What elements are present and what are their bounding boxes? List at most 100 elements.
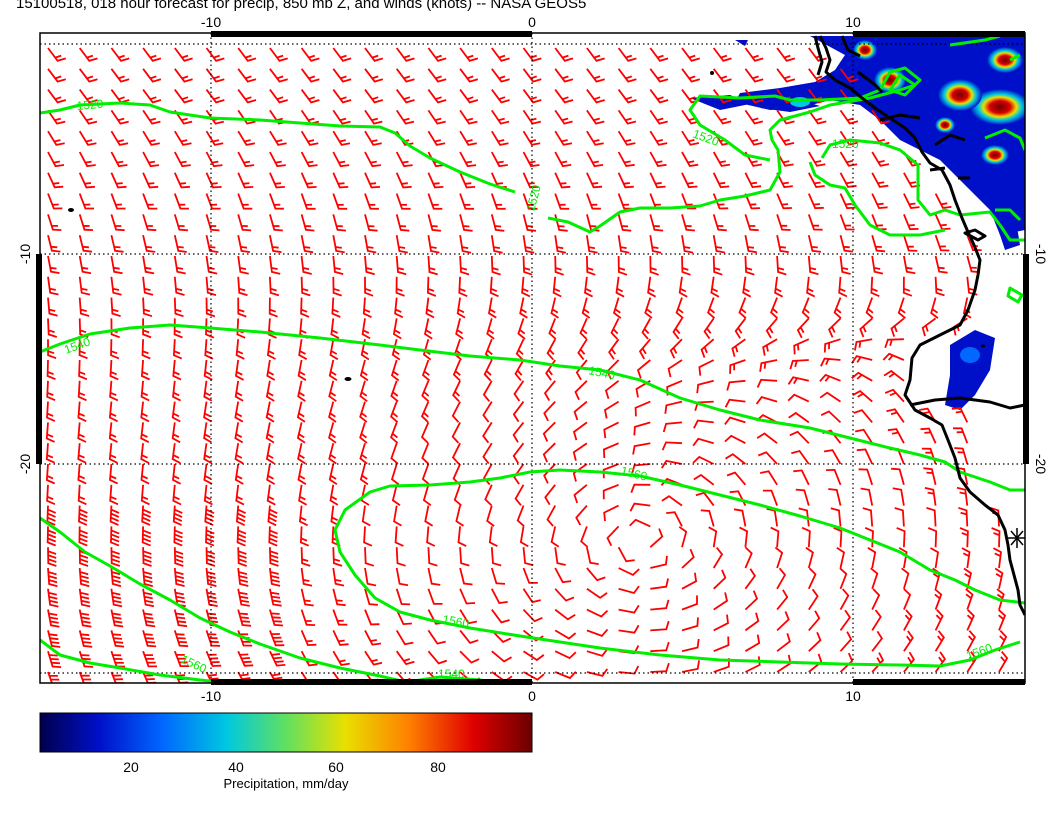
contour-label: 1520	[691, 127, 721, 149]
wind-barb	[142, 130, 160, 146]
wind-barb	[300, 193, 316, 210]
wind-barb	[172, 484, 182, 506]
wind-barb	[110, 671, 125, 683]
wind-barb	[205, 588, 218, 607]
wind-barb	[807, 234, 822, 253]
wind-barb	[205, 630, 221, 647]
wind-barb	[459, 547, 470, 567]
wind-barb	[636, 359, 651, 379]
wind-barb	[453, 484, 462, 507]
wind-barb	[47, 68, 67, 83]
wind-barb	[109, 359, 119, 381]
wind-barb	[632, 442, 651, 455]
wind-barb	[142, 567, 154, 588]
wind-barb	[205, 193, 221, 210]
wind-barb	[237, 630, 253, 647]
wind-barb	[332, 193, 348, 210]
wind-barb	[617, 255, 628, 276]
wind-barb	[744, 656, 761, 673]
wind-barb	[608, 338, 620, 360]
wind-barb	[300, 151, 318, 168]
wind-barb	[681, 193, 697, 210]
wind-barb	[512, 401, 525, 423]
wind-barb	[513, 380, 525, 402]
coastline	[813, 35, 1025, 616]
wind-barb	[427, 629, 446, 645]
wind-barb	[839, 109, 859, 125]
wind-barb	[46, 505, 57, 526]
wind-barb	[459, 629, 479, 644]
wind-barb	[776, 68, 796, 83]
wind-barb	[364, 172, 381, 189]
wind-barb	[459, 89, 479, 104]
wind-barb	[78, 276, 91, 296]
wind-barb	[765, 317, 778, 339]
wind-barb	[361, 505, 371, 527]
wind-barb	[554, 629, 577, 640]
wind-barb	[808, 631, 822, 652]
wind-barb	[617, 47, 637, 62]
wind-barb	[46, 401, 56, 422]
wind-barb	[934, 651, 946, 673]
wind-barb	[712, 109, 732, 125]
wind-barb	[934, 255, 948, 274]
left-tick-label: -20	[17, 454, 33, 474]
wind-barb	[427, 172, 444, 189]
contour-1520-north	[888, 34, 1025, 222]
wind-barb	[427, 588, 443, 605]
wind-barb	[712, 235, 726, 254]
wind-barb	[47, 255, 60, 274]
contour-small-ring	[1006, 286, 1024, 304]
wind-barb	[234, 443, 244, 465]
wind-barb	[203, 380, 213, 402]
wind-barb	[744, 590, 759, 611]
wind-barb	[573, 400, 588, 421]
wind-barb	[269, 151, 286, 168]
colorbar: 20 40 60 80	[39, 712, 533, 775]
wind-barb	[395, 109, 415, 125]
wind-barb	[142, 234, 156, 253]
wind-barb	[870, 567, 879, 590]
wind-barb	[364, 629, 382, 646]
wind-barb	[452, 380, 461, 403]
wind-barb	[757, 451, 778, 465]
wind-barb	[422, 484, 432, 507]
wind-barb	[519, 526, 529, 548]
wind-barb	[522, 89, 542, 104]
wind-barb	[586, 151, 604, 168]
wind-barb	[776, 130, 795, 146]
wind-barb	[581, 297, 591, 319]
wind-barb	[681, 172, 698, 189]
wind-barb	[681, 617, 699, 632]
wind-barb	[833, 526, 843, 548]
wind-barb	[300, 630, 317, 647]
wind-barb	[421, 463, 430, 486]
contour-labels: 1520 1520 1520 1520 1540 1540 1560 1560 …	[62, 97, 994, 681]
wind-barb	[300, 547, 311, 567]
wind-barb	[395, 567, 409, 587]
wind-barb	[237, 567, 249, 587]
wind-barb	[486, 318, 495, 340]
wind-barb	[865, 297, 874, 319]
wind-barb	[299, 526, 310, 547]
wind-barb	[110, 650, 126, 668]
wind-barb	[836, 546, 846, 569]
wind-barb	[78, 109, 98, 125]
wind-barb	[586, 648, 609, 657]
bottom-tick-label: -10	[201, 688, 221, 704]
wind-barb	[661, 495, 683, 507]
wind-barb	[298, 484, 308, 506]
wind-barb	[647, 276, 657, 298]
wind-barb	[421, 442, 430, 465]
wind-barb	[142, 255, 155, 275]
wind-barb	[300, 609, 316, 626]
wind-barb	[110, 276, 122, 296]
wind-barb	[237, 650, 254, 667]
wind-barb	[661, 459, 683, 469]
wind-barb	[554, 235, 567, 254]
wind-barb	[395, 68, 415, 83]
wind-barb	[586, 130, 604, 146]
colorbar-gradient	[39, 712, 533, 753]
wind-barb	[808, 610, 821, 631]
wind-barb	[543, 380, 556, 402]
